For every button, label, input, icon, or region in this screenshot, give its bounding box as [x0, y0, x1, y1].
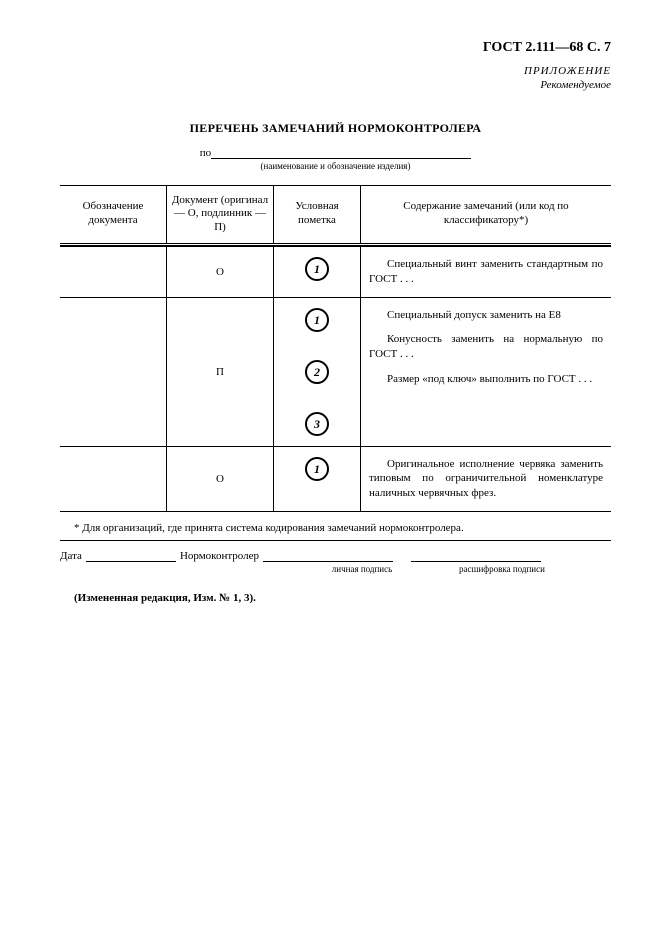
- cell-doctype: О: [167, 246, 274, 297]
- col-header-doctype: Документ (оригинал — О, подлинник — П): [167, 185, 274, 244]
- po-prefix: по: [200, 147, 211, 159]
- cell-content: Специальный допуск заменить на Е8 Конусн…: [361, 297, 612, 446]
- date-label: Дата: [60, 550, 82, 562]
- cell-designation: [60, 446, 167, 512]
- cell-marks: 1 2 3: [274, 297, 361, 446]
- cell-doctype: О: [167, 446, 274, 512]
- remark-text: Оригинальное исполнение червяка заменить…: [369, 457, 603, 502]
- document-page: ГОСТ 2.111—68 С. 7 ПРИЛОЖЕНИЕ Рекомендуе…: [0, 0, 661, 936]
- remark-text: Конусность заменить на нормальную по ГОС…: [369, 332, 603, 362]
- standard-reference: ГОСТ 2.111—68 С. 7: [60, 40, 611, 56]
- mark-circle: 1: [305, 257, 329, 281]
- cell-designation: [60, 246, 167, 297]
- table-header-row: Обозначение документа Документ (оригинал…: [60, 185, 611, 244]
- product-caption: (наименование и обозначение изделия): [60, 161, 611, 171]
- signature-caption-1: личная подпись: [292, 564, 432, 574]
- table-row: О 1 Оригинальное исполнение червяка заме…: [60, 446, 611, 512]
- revision-note: (Измененная редакция, Изм. № 1, 3).: [60, 592, 611, 604]
- mark-circle: 3: [305, 412, 329, 436]
- appendix-label: ПРИЛОЖЕНИЕ: [60, 64, 611, 78]
- remark-text: Специальный допуск заменить на Е8: [369, 308, 603, 323]
- table-row: П 1 2 3 Специальный допуск заменить на Е…: [60, 297, 611, 446]
- table-row: О 1 Специальный винт заменить стандартны…: [60, 246, 611, 297]
- mark-circle: 1: [305, 457, 329, 481]
- col-header-content: Содержание замечаний (или код по классиф…: [361, 185, 612, 244]
- cell-designation: [60, 297, 167, 446]
- date-field: [86, 549, 176, 562]
- signature-captions: личная подпись расшифровка подписи: [60, 564, 611, 574]
- signature-row: Дата Нормоконтролер: [60, 549, 611, 562]
- remark-text: Размер «под ключ» выполнить по ГОСТ . . …: [369, 372, 603, 387]
- document-title: ПЕРЕЧЕНЬ ЗАМЕЧАНИЙ НОРМОКОНТРОЛЕРА: [60, 121, 611, 136]
- cell-marks: 1: [274, 446, 361, 512]
- col-header-mark: Условная пометка: [274, 185, 361, 244]
- cell-doctype: П: [167, 297, 274, 446]
- cell-content: Оригинальное исполнение червяка заменить…: [361, 446, 612, 512]
- controller-label: Нормоконтролер: [180, 550, 259, 562]
- mark-circle: 1: [305, 308, 329, 332]
- mark-circle: 2: [305, 360, 329, 384]
- product-name-field: [211, 146, 471, 159]
- cell-content: Специальный винт заменить стандартным по…: [361, 246, 612, 297]
- remarks-table: Обозначение документа Документ (оригинал…: [60, 185, 611, 512]
- footnote: * Для организаций, где принята система к…: [60, 522, 611, 541]
- signature-field: [263, 549, 393, 562]
- cell-marks: 1: [274, 246, 361, 297]
- signature-caption-2: расшифровка подписи: [432, 564, 572, 574]
- col-header-designation: Обозначение документа: [60, 185, 167, 244]
- name-field: [411, 549, 541, 562]
- appendix-note: Рекомендуемое: [60, 78, 611, 92]
- remark-text: Специальный винт заменить стандартным по…: [369, 257, 603, 287]
- appendix-block: ПРИЛОЖЕНИЕ Рекомендуемое: [60, 64, 611, 93]
- product-line: по: [60, 146, 611, 159]
